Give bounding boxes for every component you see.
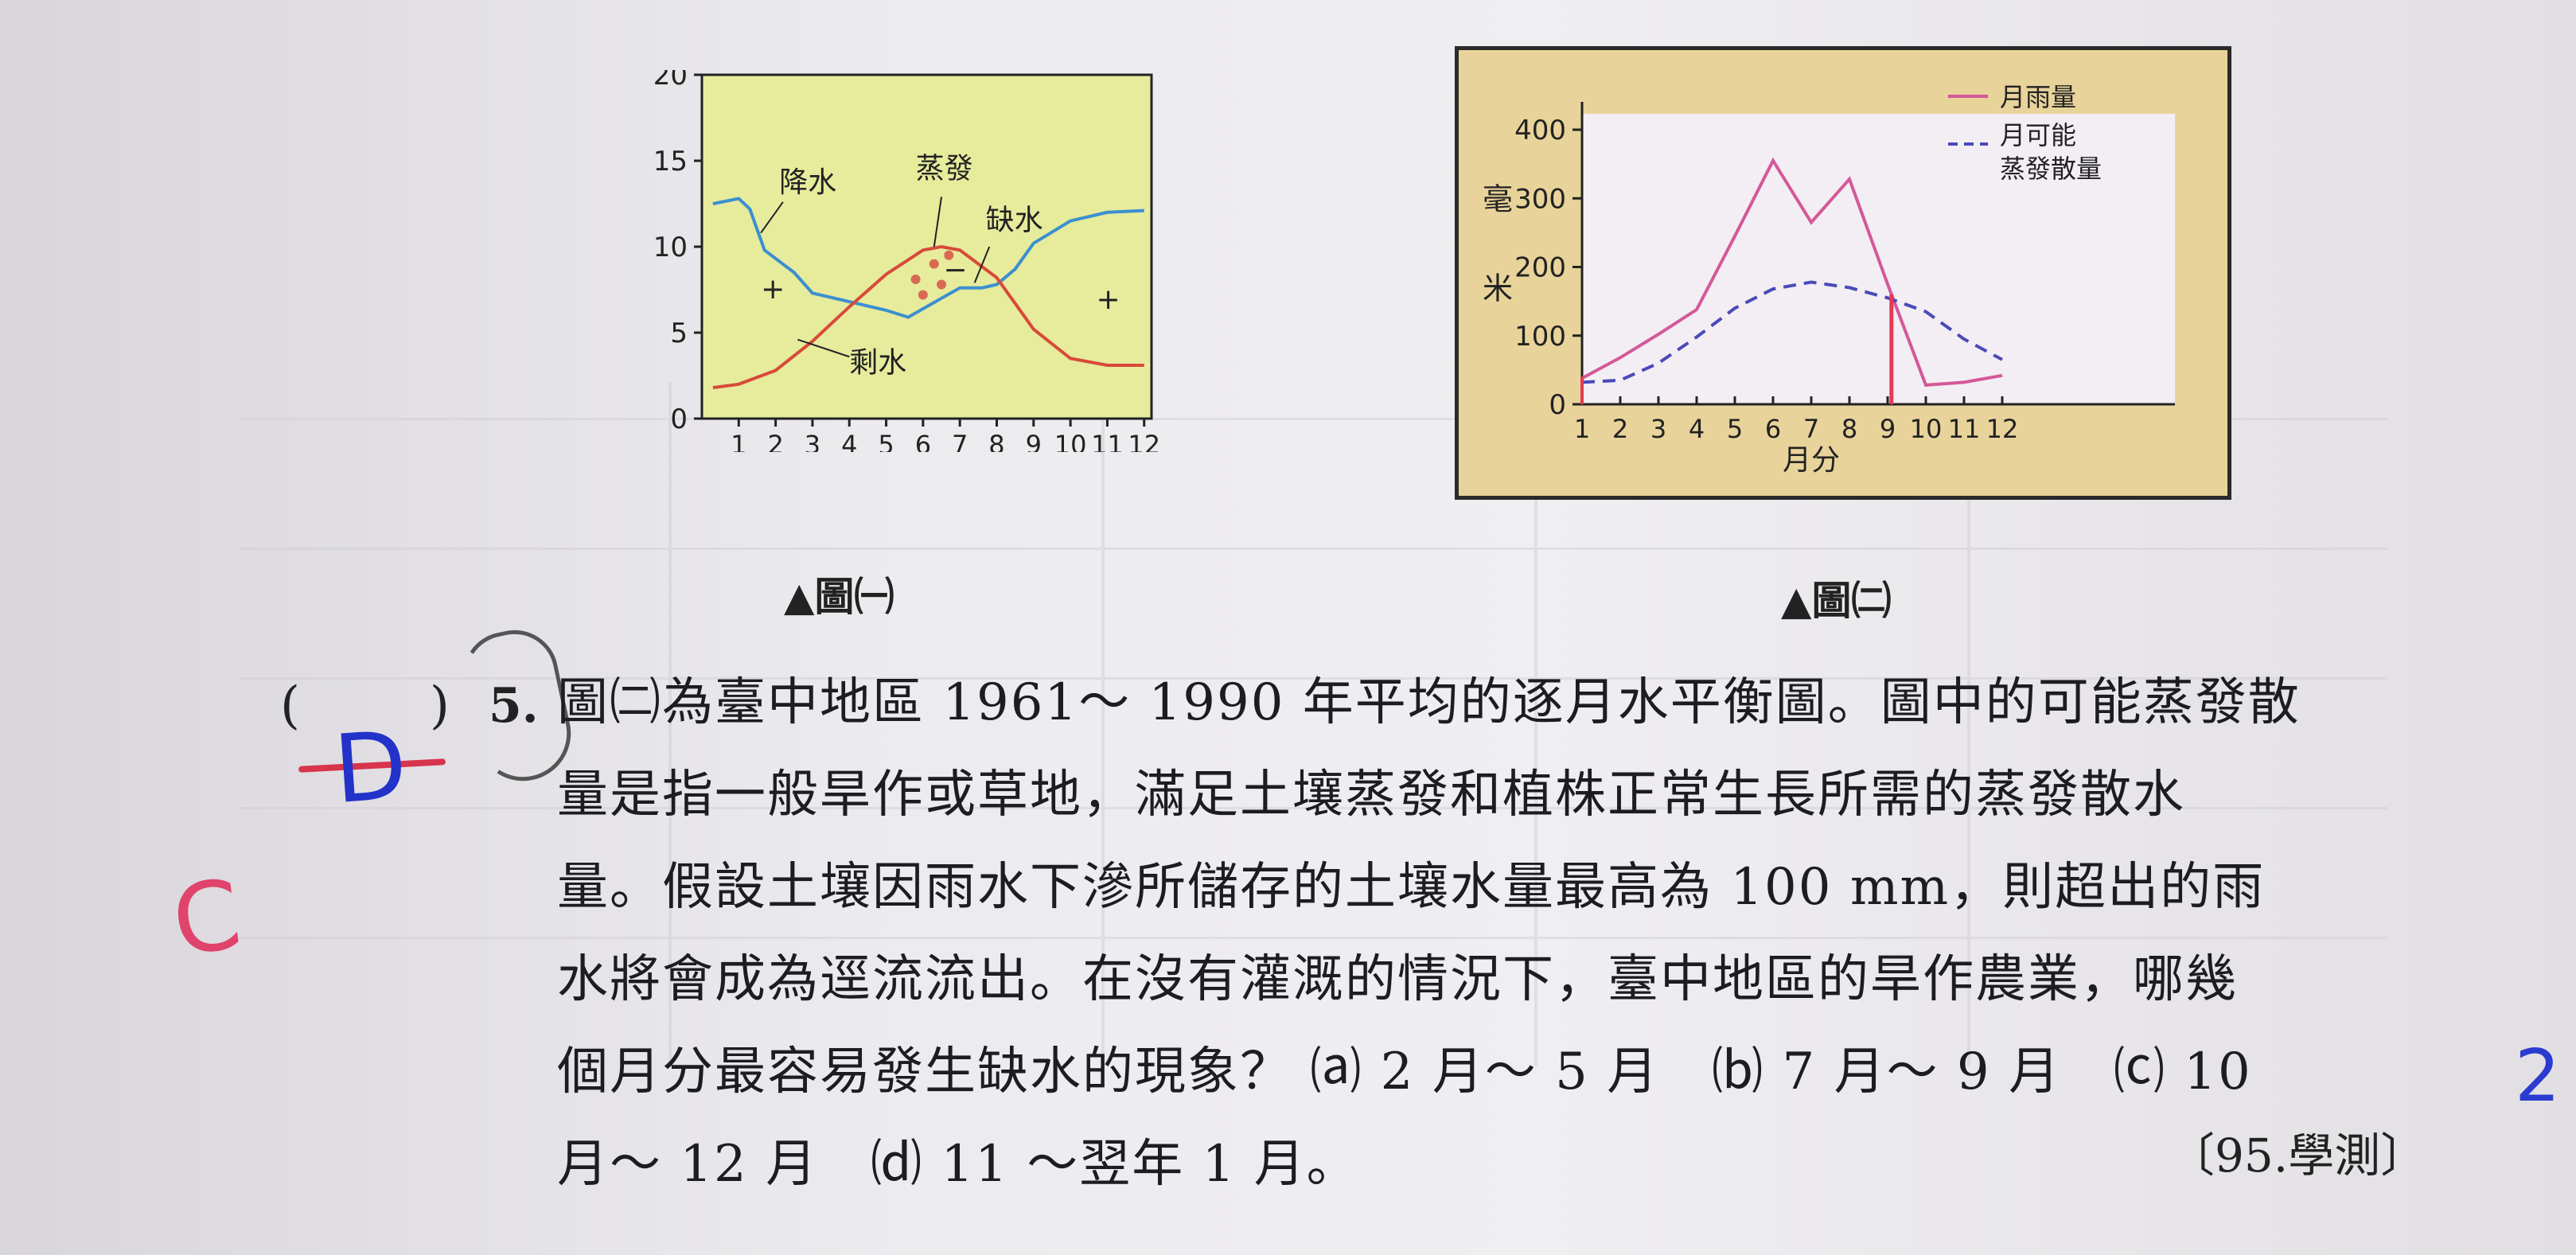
deficit-dot xyxy=(937,279,947,290)
x-tick-label: 5 xyxy=(878,430,894,452)
leader-line xyxy=(973,246,991,283)
x-tick-label: 2 xyxy=(767,430,783,452)
x-tick-label: 11 xyxy=(1948,414,1981,444)
evaporation-line xyxy=(712,244,1144,390)
answer-paren-close: ) xyxy=(430,676,450,735)
x-tick-label: 9 xyxy=(1026,430,1042,452)
figure-1-caption: ▲圖㈠ xyxy=(784,574,894,620)
x-tick-label: 2 xyxy=(1612,414,1628,444)
annotation-plus: + xyxy=(1097,283,1120,316)
leader-line xyxy=(760,201,784,234)
annotation-deficit: 缺水 xyxy=(986,204,1043,236)
x-tick-label: 6 xyxy=(915,430,931,452)
deficit-dot xyxy=(944,250,954,260)
figure-1-chart: 05101520123456789101112月分降水蒸發缺水剩水++− xyxy=(653,60,1166,496)
question-line: 量。假設土壤因雨水下滲所儲存的土壤水量最高為 100 mm，則超出的雨 xyxy=(557,858,2266,917)
figure-1: 05101520123456789101112月分降水蒸發缺水剩水++− xyxy=(590,60,1166,496)
answer-paren-open: ( xyxy=(280,676,300,735)
y-axis-label: 毫 xyxy=(1483,181,1513,216)
x-tick-label: 11 xyxy=(1091,430,1124,452)
x-tick-label: 6 xyxy=(1765,414,1781,444)
handwritten-margin-note: 2 xyxy=(2515,1035,2561,1118)
question-number: 5. xyxy=(489,678,539,734)
x-tick-label: 12 xyxy=(1986,414,2019,444)
y-tick-label: 100 xyxy=(1514,321,1566,353)
deficit-dot xyxy=(918,290,928,300)
x-axis-label: 月分 xyxy=(1783,444,1840,477)
annotation-plus: + xyxy=(761,273,785,306)
figure-2-caption: ▲圖㈡ xyxy=(1781,578,1892,624)
y-tick-label: 5 xyxy=(670,318,688,349)
y-tick-label: 200 xyxy=(1514,252,1566,284)
x-tick-label: 7 xyxy=(1803,414,1819,444)
x-tick-label: 3 xyxy=(805,430,820,452)
x-tick-label: 1 xyxy=(731,430,746,452)
question-line: 個月分最容易發生缺水的現象？ ⒜ 2 月～ 5 月 ⒝ 7 月～ 9 月 ⒞ 1… xyxy=(557,1043,2252,1101)
plot-area xyxy=(700,73,1153,420)
rainfall-line xyxy=(1581,157,2003,388)
legend-label-et: 月可能 xyxy=(2000,120,2076,150)
y-tick-label: 20 xyxy=(653,70,688,92)
legend-label-rainfall: 月雨量 xyxy=(2000,82,2076,112)
x-tick-label: 8 xyxy=(988,430,1004,452)
annotation-evaporation: 蒸發 xyxy=(916,153,973,185)
x-tick-label: 1 xyxy=(1574,414,1590,444)
handwritten-answer: D xyxy=(330,709,411,825)
y-tick-label: 0 xyxy=(1549,389,1566,421)
figure-2: 0 100 200 300 400 毫米 1 2 3 4 5 6 7 8 9 10 11 12 月分 月雨量 月可能 蒸發… xyxy=(1455,46,2231,500)
y-tick-label: 15 xyxy=(653,146,688,177)
leader-line xyxy=(933,197,943,247)
x-tick-label: 5 xyxy=(1727,414,1743,444)
question-line: 圖㈡為臺中地區 1961～ 1990 年平均的逐月水平衡圖。圖中的可能蒸發散 xyxy=(557,673,2301,732)
leader-line xyxy=(797,338,850,358)
y-axis-label: 米 xyxy=(1483,271,1513,306)
precipitation-line xyxy=(712,197,1144,319)
y-tick-label: 400 xyxy=(1514,115,1566,146)
question-source: 〔95.學測〕 xyxy=(2169,1128,2427,1183)
x-tick-label: 10 xyxy=(1910,414,1943,444)
deficit-dot xyxy=(929,259,939,269)
x-tick-label: 9 xyxy=(1880,414,1896,444)
x-tick-label: 7 xyxy=(952,430,968,452)
annotation-precipitation: 降水 xyxy=(779,166,836,199)
y-tick-label: 10 xyxy=(653,232,688,263)
evapotranspiration-line xyxy=(1581,280,2003,384)
question-text: 圖㈡為臺中地區 1961～ 1990 年平均的逐月水平衡圖。圖中的可能蒸發散 量… xyxy=(557,657,2403,1210)
x-tick-label: 3 xyxy=(1650,414,1666,444)
annotation-minus: − xyxy=(943,254,967,286)
x-tick-label: 12 xyxy=(1128,430,1159,452)
question-line: 水將會成為逕流流出。在沒有灌溉的情況下，臺中地區的旱作農業，哪幾 xyxy=(557,950,2238,1009)
x-tick-label: 8 xyxy=(1841,414,1857,444)
y-tick-label: 0 xyxy=(670,403,688,435)
x-tick-label: 10 xyxy=(1054,430,1087,452)
legend-label-et: 蒸發散量 xyxy=(2000,154,2102,184)
x-tick-label: 4 xyxy=(1689,414,1705,444)
y-tick-label: 300 xyxy=(1514,183,1566,215)
question-line: 月～ 12 月 ⒟ 11 ～翌年 1 月。 xyxy=(557,1135,1359,1194)
deficit-dot xyxy=(910,275,921,285)
x-tick-label: 4 xyxy=(841,430,857,452)
question-line: 量是指一般旱作或草地，滿足土壤蒸發和植株正常生長所需的蒸發散水 xyxy=(557,766,2185,824)
annotation-surplus: 剩水 xyxy=(849,347,906,380)
